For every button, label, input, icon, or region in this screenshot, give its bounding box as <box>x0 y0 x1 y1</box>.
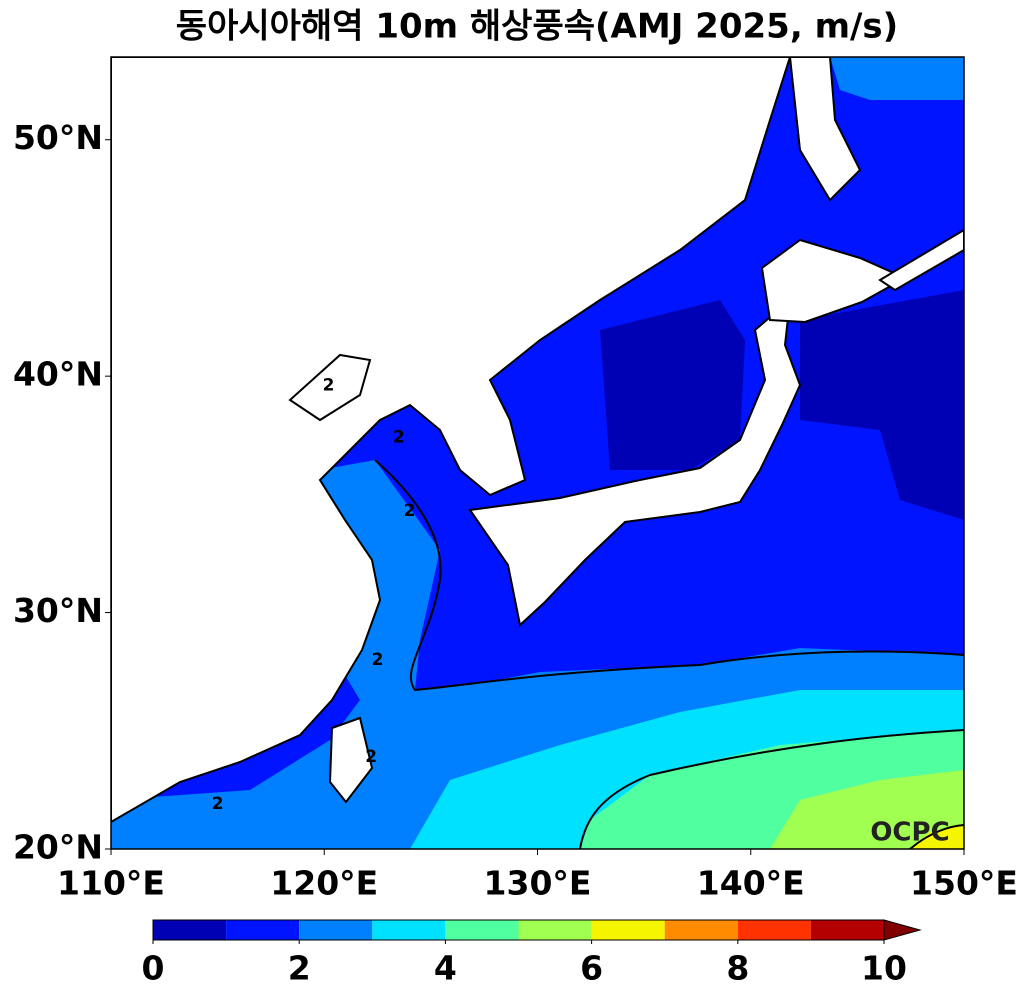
contour-line <box>374 459 964 692</box>
title: 동아시아해역 10m 해상풍속(AMJ 2025, m/s) <box>176 7 898 47</box>
colorbar-box <box>153 920 227 940</box>
contour-label: 2 <box>365 747 377 767</box>
colorbar-tick-label: 0 <box>142 949 165 988</box>
band-5-6 <box>770 770 964 849</box>
colorbar-box <box>810 920 884 940</box>
contour-label: 2 <box>212 794 224 814</box>
band-6-7 <box>910 825 964 849</box>
x-tick-label: 110°E <box>57 864 165 903</box>
colorbar-box <box>372 920 446 940</box>
colorbar-extend <box>883 919 922 941</box>
y-tick-label: 30°N <box>13 591 103 630</box>
land-japan <box>468 297 802 627</box>
x-tick-label: 150°E <box>910 864 1018 903</box>
land-sakhalin <box>788 57 862 202</box>
land-kuril <box>878 228 964 292</box>
colorbar-box <box>664 920 738 940</box>
colorbar-box <box>226 920 300 940</box>
contour-label: 2 <box>372 650 384 670</box>
land-taiwan <box>328 716 374 804</box>
map-field <box>111 57 964 849</box>
colorbar-box <box>518 920 592 940</box>
watermark: OCPC <box>870 818 949 848</box>
band-0-1 <box>600 300 745 470</box>
land-peninsula <box>288 353 372 422</box>
colorbar-box <box>299 920 373 940</box>
band-2-3 <box>830 57 964 100</box>
colorbar-tick-label: 2 <box>288 949 311 988</box>
x-tick-label: 120°E <box>270 864 378 903</box>
land-hokkaido <box>760 238 908 324</box>
y-tick-label: 50°N <box>13 118 103 157</box>
colorbar-box <box>591 920 665 940</box>
colorbar-box <box>445 920 519 940</box>
colorbar-tick-label: 6 <box>580 949 603 988</box>
colorbar-frame <box>152 919 885 941</box>
band-0-1 <box>800 290 964 520</box>
contour-line <box>909 824 964 849</box>
colorbar-box <box>737 920 811 940</box>
contour-label: 2 <box>404 501 416 521</box>
contour-label: 2 <box>393 428 405 448</box>
x-tick-label: 130°E <box>484 864 592 903</box>
colorbar-tick-label: 8 <box>726 949 749 988</box>
contour-label: 2 <box>323 376 335 396</box>
x-tick-label: 140°E <box>697 864 805 903</box>
colorbar-tick-label: 10 <box>861 949 907 988</box>
colorbar-tick-label: 4 <box>434 949 457 988</box>
land-mainland <box>111 57 792 824</box>
y-tick-label: 20°N <box>13 828 103 867</box>
y-tick-label: 40°N <box>13 355 103 394</box>
contour-line <box>579 729 964 849</box>
